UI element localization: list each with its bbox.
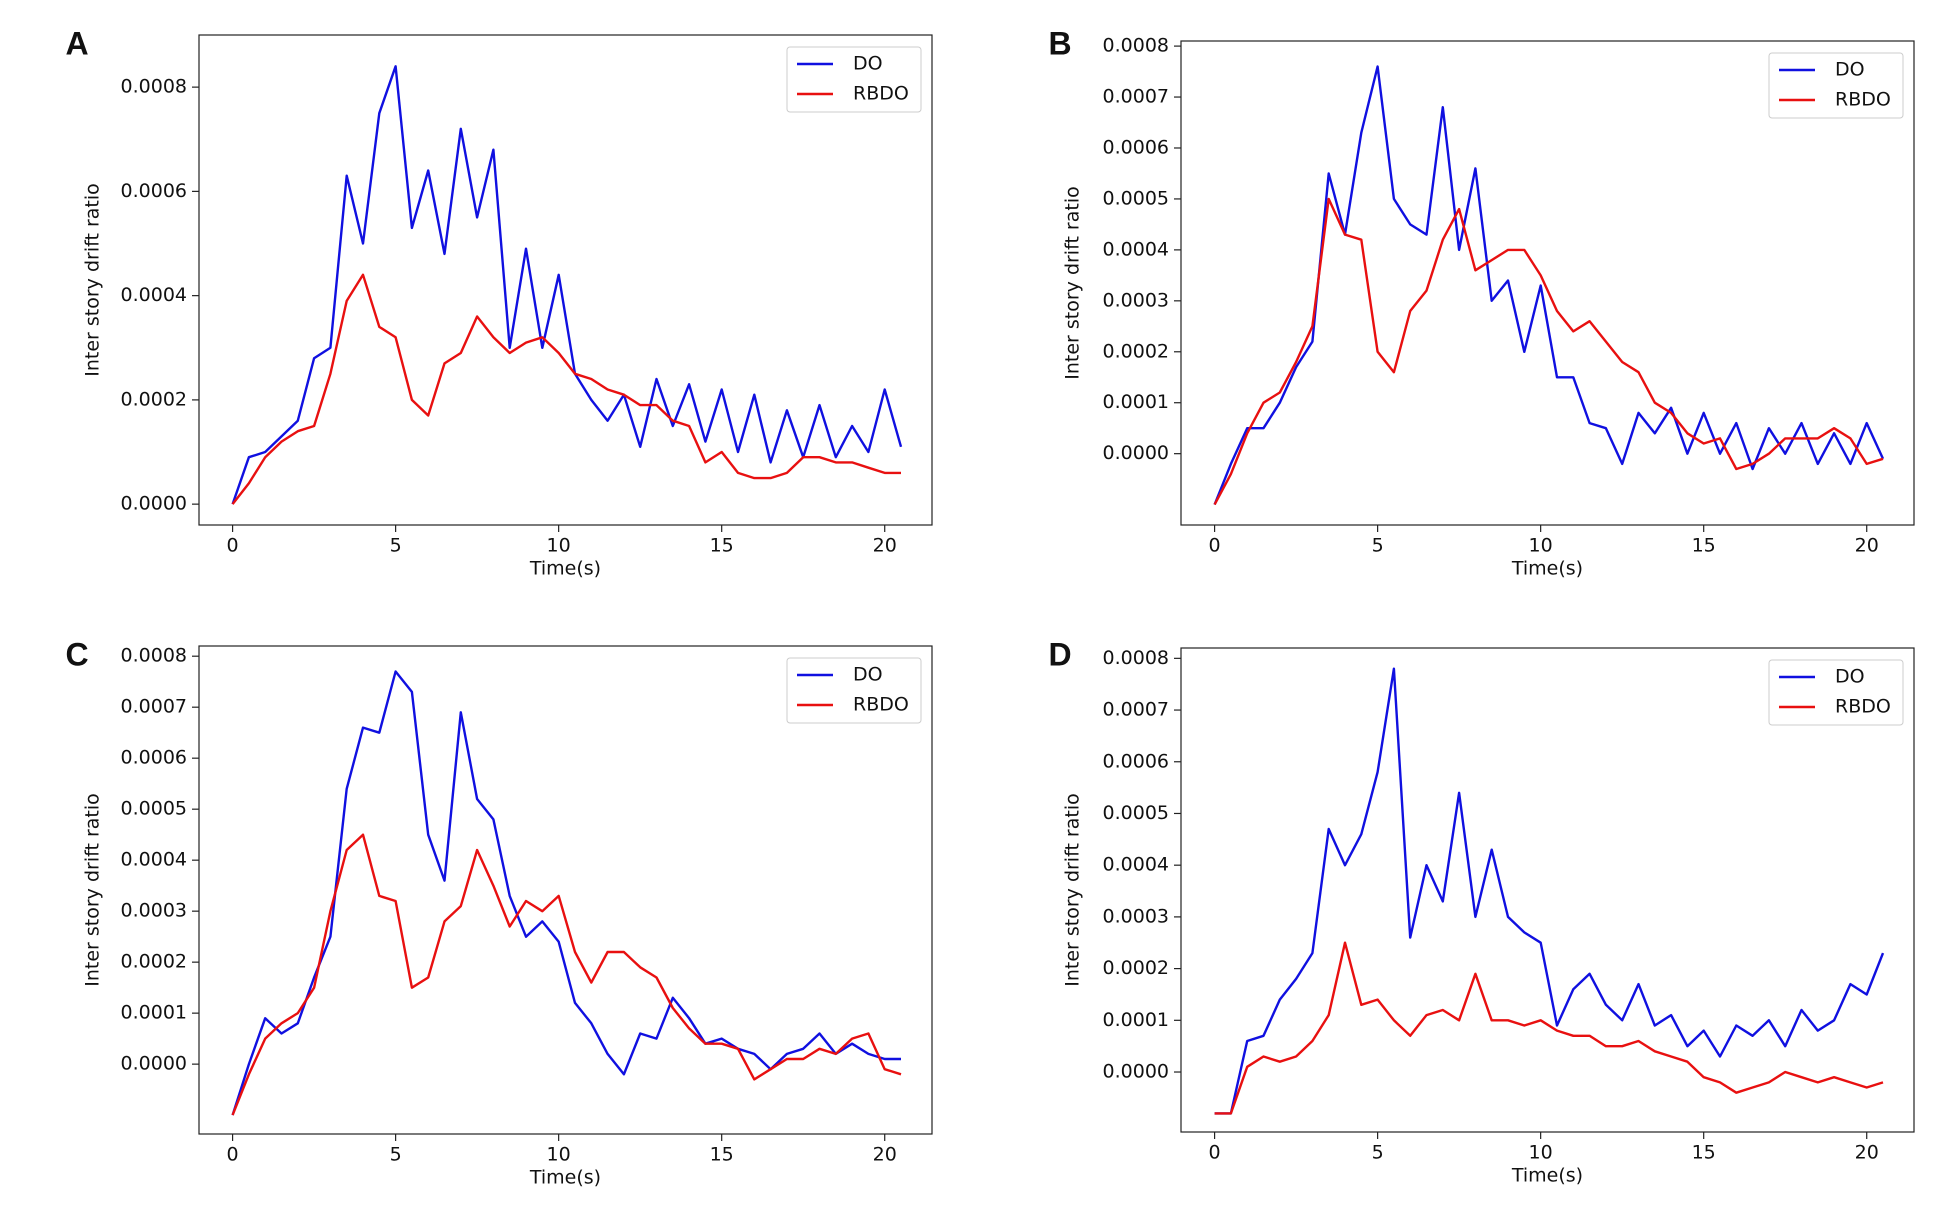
data-line [231, 670, 901, 1116]
x-tick-label: 10 [1529, 1142, 1553, 1164]
x-tick-label: 0 [227, 535, 239, 557]
y-tick-label: 0.0000 [1103, 1061, 1169, 1083]
data-line [231, 65, 903, 505]
y-tick-label: 0.0005 [121, 798, 187, 820]
y-tick-label: 0.0002 [121, 951, 187, 973]
x-tick-label: 10 [547, 535, 571, 557]
panel-label: B [1048, 25, 1071, 61]
legend-label: DO [1835, 666, 1865, 688]
y-axis-label: Inter story drift ratio [1062, 793, 1084, 987]
x-tick-label: 10 [1529, 535, 1553, 557]
x-axis-label: Time(s) [529, 1167, 601, 1189]
y-tick-label: 0.0002 [1103, 957, 1169, 979]
data-line [1214, 941, 1884, 1115]
data-line [1213, 197, 1884, 506]
y-tick-label: 0.0006 [1103, 750, 1169, 772]
y-tick-label: 0.0008 [1103, 647, 1169, 669]
y-axis-label: Inter story drift ratio [82, 183, 104, 377]
legend-label: RBDO [1835, 89, 1891, 111]
y-tick-label: 0.0002 [1103, 340, 1169, 362]
x-tick-label: 10 [547, 1144, 571, 1166]
panel-label: C [65, 636, 88, 672]
x-tick-label: 5 [390, 535, 402, 557]
legend-label: RBDO [853, 83, 909, 105]
x-tick-label: 5 [1372, 1142, 1384, 1164]
y-tick-label: 0.0003 [1103, 905, 1169, 927]
y-tick-label: 0.0008 [1103, 35, 1169, 57]
y-tick-label: 0.0006 [121, 180, 187, 202]
data-line [231, 273, 901, 505]
x-tick-label: 0 [1209, 535, 1221, 557]
y-tick-label: 0.0002 [121, 388, 187, 410]
y-tick-label: 0.0007 [121, 696, 187, 718]
y-tick-label: 0.0000 [1103, 442, 1169, 464]
legend-label: RBDO [1835, 696, 1891, 718]
y-tick-label: 0.0004 [1103, 854, 1169, 876]
x-tick-label: 15 [710, 535, 734, 557]
x-axis-label: Time(s) [1511, 558, 1583, 580]
y-tick-label: 0.0001 [1103, 1009, 1169, 1031]
y-axis-label: Inter story drift ratio [82, 793, 104, 987]
plot-frame [1180, 647, 1915, 1133]
y-tick-label: 0.0004 [121, 849, 187, 871]
legend-label: DO [1835, 59, 1865, 81]
data-line [1213, 65, 1885, 506]
x-tick-label: 5 [1372, 535, 1384, 557]
plot-frame [1180, 40, 1915, 526]
y-tick-label: 0.0000 [121, 493, 187, 515]
y-tick-label: 0.0007 [1103, 699, 1169, 721]
plot-frame [198, 34, 933, 526]
y-tick-label: 0.0004 [121, 284, 187, 306]
x-tick-label: 20 [873, 1144, 897, 1166]
y-tick-label: 0.0003 [1103, 289, 1169, 311]
legend-label: RBDO [853, 694, 909, 716]
y-tick-label: 0.0008 [121, 645, 187, 667]
y-tick-label: 0.0004 [1103, 238, 1169, 260]
x-tick-label: 0 [227, 1144, 239, 1166]
plot-frame [198, 645, 933, 1135]
data-line [231, 833, 902, 1116]
y-tick-label: 0.0001 [1103, 391, 1169, 413]
y-tick-label: 0.0006 [1103, 136, 1169, 158]
x-tick-label: 20 [873, 535, 897, 557]
y-tick-label: 0.0003 [121, 900, 187, 922]
y-tick-label: 0.0000 [121, 1053, 187, 1075]
y-tick-label: 0.0008 [121, 76, 187, 98]
panel-label: A [65, 25, 88, 61]
x-tick-label: 15 [710, 1144, 734, 1166]
legend-label: DO [853, 664, 883, 686]
x-tick-label: 15 [1692, 535, 1716, 557]
x-tick-label: 5 [390, 1144, 402, 1166]
y-axis-label: Inter story drift ratio [1062, 186, 1084, 380]
data-line [1214, 667, 1885, 1115]
y-tick-label: 0.0005 [1103, 187, 1169, 209]
y-tick-label: 0.0001 [121, 1002, 187, 1024]
y-tick-label: 0.0006 [121, 747, 187, 769]
x-tick-label: 15 [1692, 1142, 1716, 1164]
x-tick-label: 20 [1855, 1142, 1879, 1164]
legend-label: DO [853, 53, 883, 75]
x-tick-label: 20 [1855, 535, 1879, 557]
y-tick-label: 0.0005 [1103, 802, 1169, 824]
x-axis-label: Time(s) [529, 558, 601, 580]
x-axis-label: Time(s) [1511, 1165, 1583, 1187]
y-tick-label: 0.0007 [1103, 86, 1169, 108]
x-tick-label: 0 [1209, 1142, 1221, 1164]
panel-label: D [1048, 636, 1071, 672]
